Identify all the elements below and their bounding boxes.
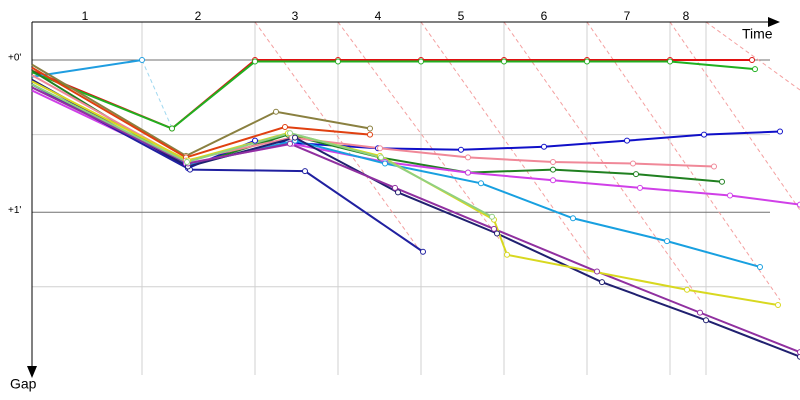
lap-line <box>503 21 701 301</box>
y-tick-label: +1' <box>8 205 21 216</box>
data-point <box>599 279 605 286</box>
data-point <box>273 108 279 115</box>
data-point <box>139 57 145 64</box>
data-point <box>701 131 707 138</box>
x-axis-arrow <box>768 17 780 27</box>
data-point <box>624 137 630 144</box>
data-point <box>775 302 781 309</box>
data-point <box>777 128 783 135</box>
data-point <box>697 309 703 316</box>
data-point <box>797 353 800 360</box>
data-point <box>594 268 600 275</box>
lap-line <box>586 21 781 301</box>
data-point <box>465 154 471 161</box>
lap-line <box>705 21 800 91</box>
data-point <box>395 189 401 196</box>
data-point <box>637 184 643 191</box>
data-point <box>584 58 590 65</box>
data-point <box>169 125 175 132</box>
lap-line <box>669 21 800 211</box>
y-axis-arrow <box>27 366 37 378</box>
data-point <box>797 201 800 208</box>
data-point <box>501 58 507 65</box>
data-point <box>252 137 258 144</box>
lap-line <box>141 59 173 129</box>
x-tick-label: 4 <box>375 9 382 23</box>
data-point <box>550 166 556 173</box>
series-line <box>31 59 752 130</box>
data-point <box>478 180 484 187</box>
series-line <box>31 60 756 130</box>
data-point <box>711 163 717 170</box>
data-point <box>302 168 308 175</box>
x-tick-label: 1 <box>82 9 89 23</box>
y-tick-label: +0' <box>8 53 21 64</box>
data-point <box>504 251 510 258</box>
series-line <box>31 86 800 354</box>
data-point <box>335 58 341 65</box>
data-point <box>491 225 497 232</box>
x-tick-label: 7 <box>624 9 631 23</box>
series-line <box>31 63 371 158</box>
data-point <box>749 57 755 64</box>
data-point <box>541 143 547 150</box>
data-point <box>392 184 398 191</box>
lap-line <box>337 21 501 241</box>
data-point <box>667 58 673 65</box>
data-point <box>570 215 576 222</box>
lap-line <box>254 21 422 253</box>
series-line <box>31 59 143 78</box>
data-point <box>282 123 288 130</box>
data-point <box>757 263 763 270</box>
series-line <box>31 66 371 159</box>
series-line <box>31 80 779 306</box>
data-point <box>684 286 690 293</box>
data-point <box>630 160 636 167</box>
series-line <box>31 78 800 358</box>
x-tick-label: 2 <box>195 9 202 23</box>
y-axis-label: Gap <box>10 376 37 392</box>
data-point <box>287 140 293 147</box>
x-tick-label: 8 <box>683 9 690 23</box>
x-tick-label: 3 <box>292 9 299 23</box>
data-point <box>292 134 298 141</box>
data-point <box>664 238 670 245</box>
data-point <box>458 146 464 153</box>
lap-lines <box>141 21 800 301</box>
data-point <box>378 154 384 161</box>
data-point <box>494 230 500 237</box>
data-point <box>489 213 495 220</box>
data-point <box>377 145 383 152</box>
series-line <box>31 74 715 168</box>
data-point <box>727 192 733 199</box>
series-line <box>31 83 493 218</box>
series-line <box>31 83 424 253</box>
data-point <box>367 131 373 138</box>
x-axis-label: Time <box>742 26 773 42</box>
data-point <box>252 58 258 65</box>
data-point <box>797 349 800 356</box>
data-point <box>184 158 190 165</box>
data-point <box>550 158 556 165</box>
data-point <box>418 58 424 65</box>
data-point <box>550 177 556 184</box>
data-point <box>719 178 725 185</box>
x-tick-label: 6 <box>541 9 548 23</box>
data-point <box>382 160 388 167</box>
data-point <box>633 171 639 178</box>
series-line <box>31 78 781 170</box>
data-point <box>703 317 709 324</box>
data-point <box>287 130 293 137</box>
data-point <box>420 248 426 255</box>
data-point <box>465 169 471 176</box>
data-point <box>367 125 373 132</box>
x-tick-label: 5 <box>458 9 465 23</box>
data-point <box>752 66 758 73</box>
